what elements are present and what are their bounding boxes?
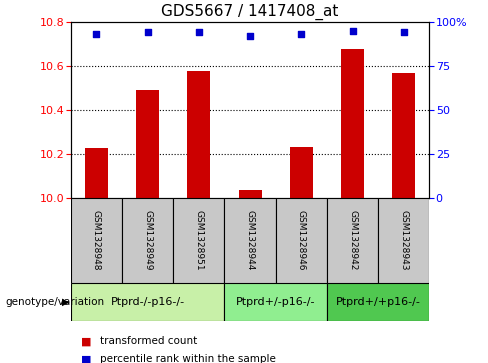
Point: [195, 29, 203, 35]
Bar: [276, 198, 327, 283]
Title: GDS5667 / 1417408_at: GDS5667 / 1417408_at: [162, 4, 339, 20]
Bar: [173, 198, 224, 283]
Text: genotype/variation: genotype/variation: [5, 297, 104, 307]
Point: [349, 28, 357, 33]
Bar: [136, 90, 159, 198]
Text: Ptprd-/-p16-/-: Ptprd-/-p16-/-: [111, 297, 184, 307]
Point: [144, 29, 152, 35]
Text: GSM1328944: GSM1328944: [245, 210, 255, 271]
Bar: [71, 283, 224, 321]
Text: Ptprd+/-p16-/-: Ptprd+/-p16-/-: [236, 297, 315, 307]
Text: GSM1328942: GSM1328942: [348, 210, 357, 271]
Bar: [327, 283, 429, 321]
Bar: [71, 198, 122, 283]
Bar: [341, 49, 364, 198]
Text: ■: ■: [81, 354, 91, 363]
Text: ▶: ▶: [62, 297, 70, 307]
Text: transformed count: transformed count: [100, 336, 197, 346]
Point: [246, 33, 254, 39]
Text: GSM1328951: GSM1328951: [194, 210, 203, 271]
Text: percentile rank within the sample: percentile rank within the sample: [100, 354, 276, 363]
Bar: [224, 283, 327, 321]
Point: [298, 31, 305, 37]
Point: [93, 31, 101, 37]
Bar: [85, 148, 108, 198]
Bar: [122, 198, 173, 283]
Bar: [392, 73, 415, 198]
Text: ■: ■: [81, 336, 91, 346]
Text: GSM1328946: GSM1328946: [297, 210, 306, 271]
Point: [400, 29, 408, 35]
Bar: [187, 71, 210, 198]
Bar: [239, 190, 262, 198]
Text: GSM1328943: GSM1328943: [399, 210, 408, 271]
Text: GSM1328949: GSM1328949: [143, 210, 152, 271]
Bar: [290, 147, 313, 198]
Bar: [378, 198, 429, 283]
Bar: [224, 198, 276, 283]
Text: Ptprd+/+p16-/-: Ptprd+/+p16-/-: [336, 297, 421, 307]
Text: GSM1328948: GSM1328948: [92, 210, 101, 271]
Bar: [327, 198, 378, 283]
